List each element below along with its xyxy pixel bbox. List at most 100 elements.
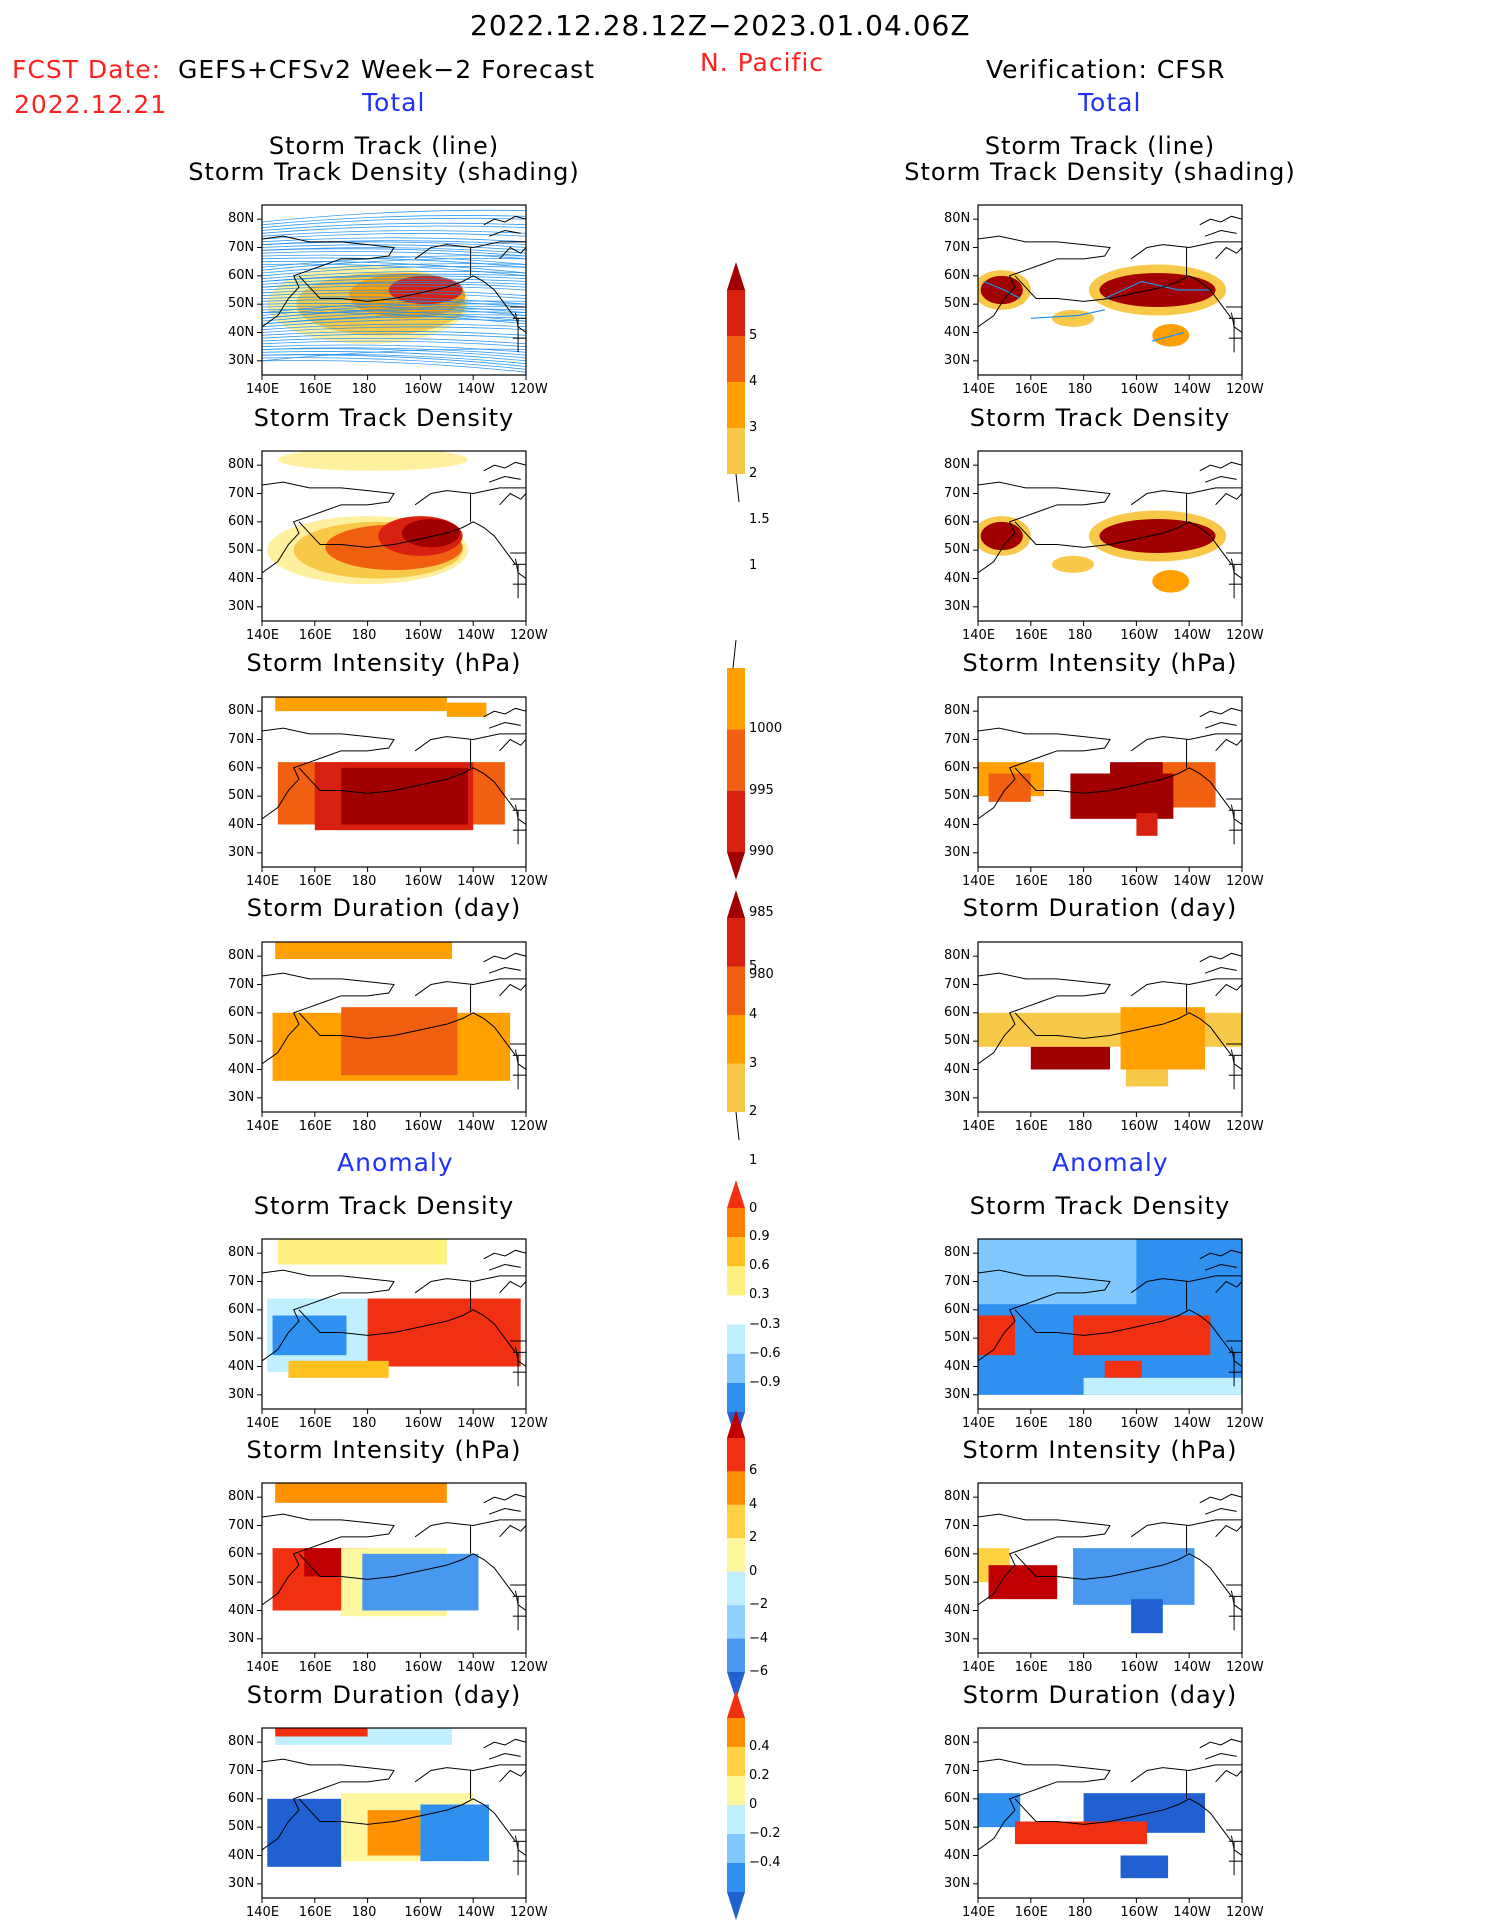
lat-tick-label: 80N: [944, 1245, 971, 1261]
title-track-line-right: Storm Track (line): [984, 132, 1216, 160]
storm-track-line: [1104, 280, 1211, 300]
storm-track-line: [262, 348, 526, 362]
lon-tick-label: 140W: [1173, 628, 1211, 643]
lat-tick-label: 50N: [944, 1033, 971, 1049]
lat-tick-label: 30N: [944, 1630, 971, 1646]
map-panel-intensity-cfsr: [973, 696, 1243, 872]
title-intensity-left: Storm Intensity (hPa): [246, 649, 522, 677]
lat-tick-label: 60N: [944, 1545, 971, 1561]
colorbar-segment: [727, 1471, 745, 1505]
colorbar-tip: [727, 1410, 745, 1438]
lon-tick-label: 140W: [457, 628, 495, 643]
colorbar-segment: [727, 1571, 745, 1606]
colorbar-label: 0.3: [749, 1287, 770, 1303]
density-shade: [1051, 309, 1095, 327]
colorbar-label: 4: [749, 374, 758, 389]
fcst-date: 2022.12.21: [14, 90, 168, 119]
map-panel-intensity-fcst: [257, 696, 527, 872]
storm-track-line: [262, 302, 526, 314]
lon-tick-label: 160W: [1120, 1660, 1159, 1675]
arctic-coastline: [1199, 952, 1242, 963]
lat-tick-label: 70N: [944, 731, 971, 747]
anomaly-cell: [978, 1793, 1021, 1828]
lat-tick-label: 80N: [228, 948, 255, 964]
lon-tick-label: 160W: [1120, 628, 1159, 643]
asia-coastline: [978, 1758, 1111, 1851]
asia-coastline: [262, 481, 395, 574]
storm-track-line: [262, 308, 526, 319]
lat-tick-label: 60N: [228, 1004, 255, 1020]
storm-track-line: [262, 340, 526, 348]
storm-track-line: [262, 209, 526, 223]
colorbar-tip: [727, 262, 745, 290]
map-panel-track-fcst: [257, 204, 527, 380]
lon-tick-label: 180: [351, 382, 377, 397]
lon-tick-label: 140E: [246, 874, 280, 889]
arctic-coastline: [1199, 707, 1242, 718]
alaska-coastline: [1130, 1519, 1242, 1538]
density-shade: [1152, 324, 1190, 347]
arctic-coastline: [488, 475, 521, 483]
colorbar-segment: [727, 1324, 745, 1354]
aleutian-coastline: [298, 521, 516, 565]
anomaly-cell: [1083, 1377, 1242, 1395]
title-intensity-anom-right: Storm Intensity (hPa): [962, 1436, 1238, 1464]
lat-tick-label: 70N: [944, 239, 971, 255]
lat-tick-label: 30N: [944, 598, 971, 614]
lat-tick-label: 80N: [228, 703, 255, 719]
anomaly-cell: [288, 1360, 389, 1378]
lat-tick-label: 30N: [228, 352, 255, 368]
duration-cell: [1030, 1046, 1110, 1070]
map-panel-du_anom-cfsr: [973, 1727, 1243, 1903]
colorbar-segment: [727, 290, 745, 336]
lon-tick-label: 180: [351, 874, 377, 889]
arctic-coastline: [483, 707, 526, 718]
colorbar-segment: [727, 1504, 745, 1539]
anomaly-cell: [1073, 1315, 1211, 1356]
storm-track-line: [262, 311, 526, 322]
colorbar-segment: [727, 1718, 745, 1747]
colorbar-segment: [727, 668, 745, 730]
lat-tick-label: 70N: [228, 731, 255, 747]
lat-tick-label: 30N: [228, 1089, 255, 1105]
lon-tick-label: 140E: [962, 1660, 996, 1675]
canada-coastline: [499, 738, 526, 752]
storm-track-line: [262, 354, 526, 367]
storm-track-line: [262, 251, 526, 260]
title-duration-right: Storm Duration (day): [962, 894, 1238, 922]
lon-tick-label: 160E: [298, 1416, 332, 1431]
arctic-coastline: [483, 952, 526, 963]
verification-label: Verification: CFSR: [986, 55, 1226, 84]
colorbar-label: 5: [749, 328, 758, 343]
alaska-coastline: [414, 1275, 526, 1294]
anomaly-cell: [362, 1553, 479, 1611]
canada-coastline: [1215, 492, 1242, 506]
lon-tick-label: 140E: [246, 1660, 280, 1675]
colorbar-density_anom: [727, 1180, 745, 1440]
lon-tick-label: 120W: [510, 1660, 548, 1675]
asia-coastline: [978, 972, 1111, 1065]
lat-tick-label: 50N: [228, 1574, 255, 1590]
colorbar-segment: [727, 1438, 745, 1472]
density-shade: [401, 519, 460, 548]
colorbar-label: 6: [749, 1463, 758, 1479]
lat-tick-label: 70N: [228, 239, 255, 255]
storm-track-line: [262, 323, 526, 331]
anomaly-cell: [420, 1804, 490, 1862]
colorbar-label: −6: [749, 1664, 769, 1679]
canada-coastline: [1215, 738, 1242, 752]
density-shade: [980, 521, 1023, 551]
lon-tick-label: 180: [351, 1119, 377, 1134]
asia-coastline: [978, 1513, 1111, 1606]
map-frame: [261, 204, 527, 376]
forecast-name: GEFS+CFSv2 Week−2 Forecast: [178, 55, 595, 84]
lon-tick-label: 140E: [246, 1416, 280, 1431]
lon-tick-label: 160E: [1014, 1660, 1048, 1675]
alaska-coastline: [1130, 978, 1242, 997]
lon-tick-label: 160W: [404, 382, 443, 397]
storm-track-line: [262, 305, 526, 316]
aleutian-coastline: [298, 1012, 516, 1056]
anomaly-cell: [1014, 1821, 1147, 1845]
storm-track-line: [262, 237, 526, 243]
anomaly-label-left: Anomaly: [337, 1148, 454, 1177]
